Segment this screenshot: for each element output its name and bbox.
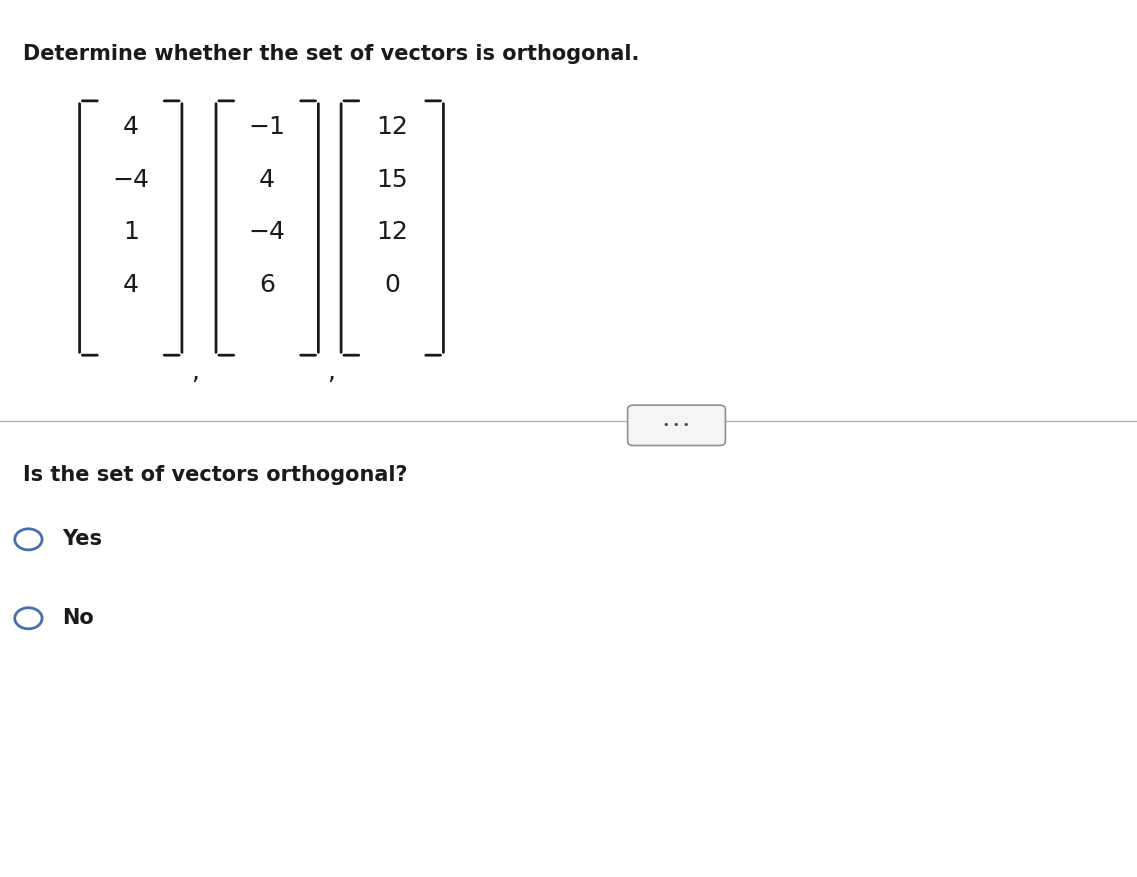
Text: • • •: • • • [663, 420, 690, 431]
Text: No: No [63, 609, 94, 628]
Text: −4: −4 [249, 220, 285, 245]
Text: −1: −1 [249, 115, 285, 139]
Text: 0: 0 [384, 273, 400, 297]
Text: Yes: Yes [63, 530, 102, 549]
Text: 1: 1 [123, 220, 139, 245]
Text: 4: 4 [259, 168, 275, 192]
Text: 12: 12 [376, 115, 408, 139]
Text: Is the set of vectors orthogonal?: Is the set of vectors orthogonal? [23, 465, 407, 485]
Text: 4: 4 [123, 273, 139, 297]
Text: 6: 6 [259, 273, 275, 297]
Text: 15: 15 [376, 168, 408, 192]
Text: Determine whether the set of vectors is orthogonal.: Determine whether the set of vectors is … [23, 44, 639, 64]
FancyBboxPatch shape [628, 405, 725, 446]
Text: ,: , [327, 360, 335, 383]
Text: 4: 4 [123, 115, 139, 139]
Text: ,: , [191, 360, 199, 383]
Text: −4: −4 [113, 168, 149, 192]
Text: 12: 12 [376, 220, 408, 245]
